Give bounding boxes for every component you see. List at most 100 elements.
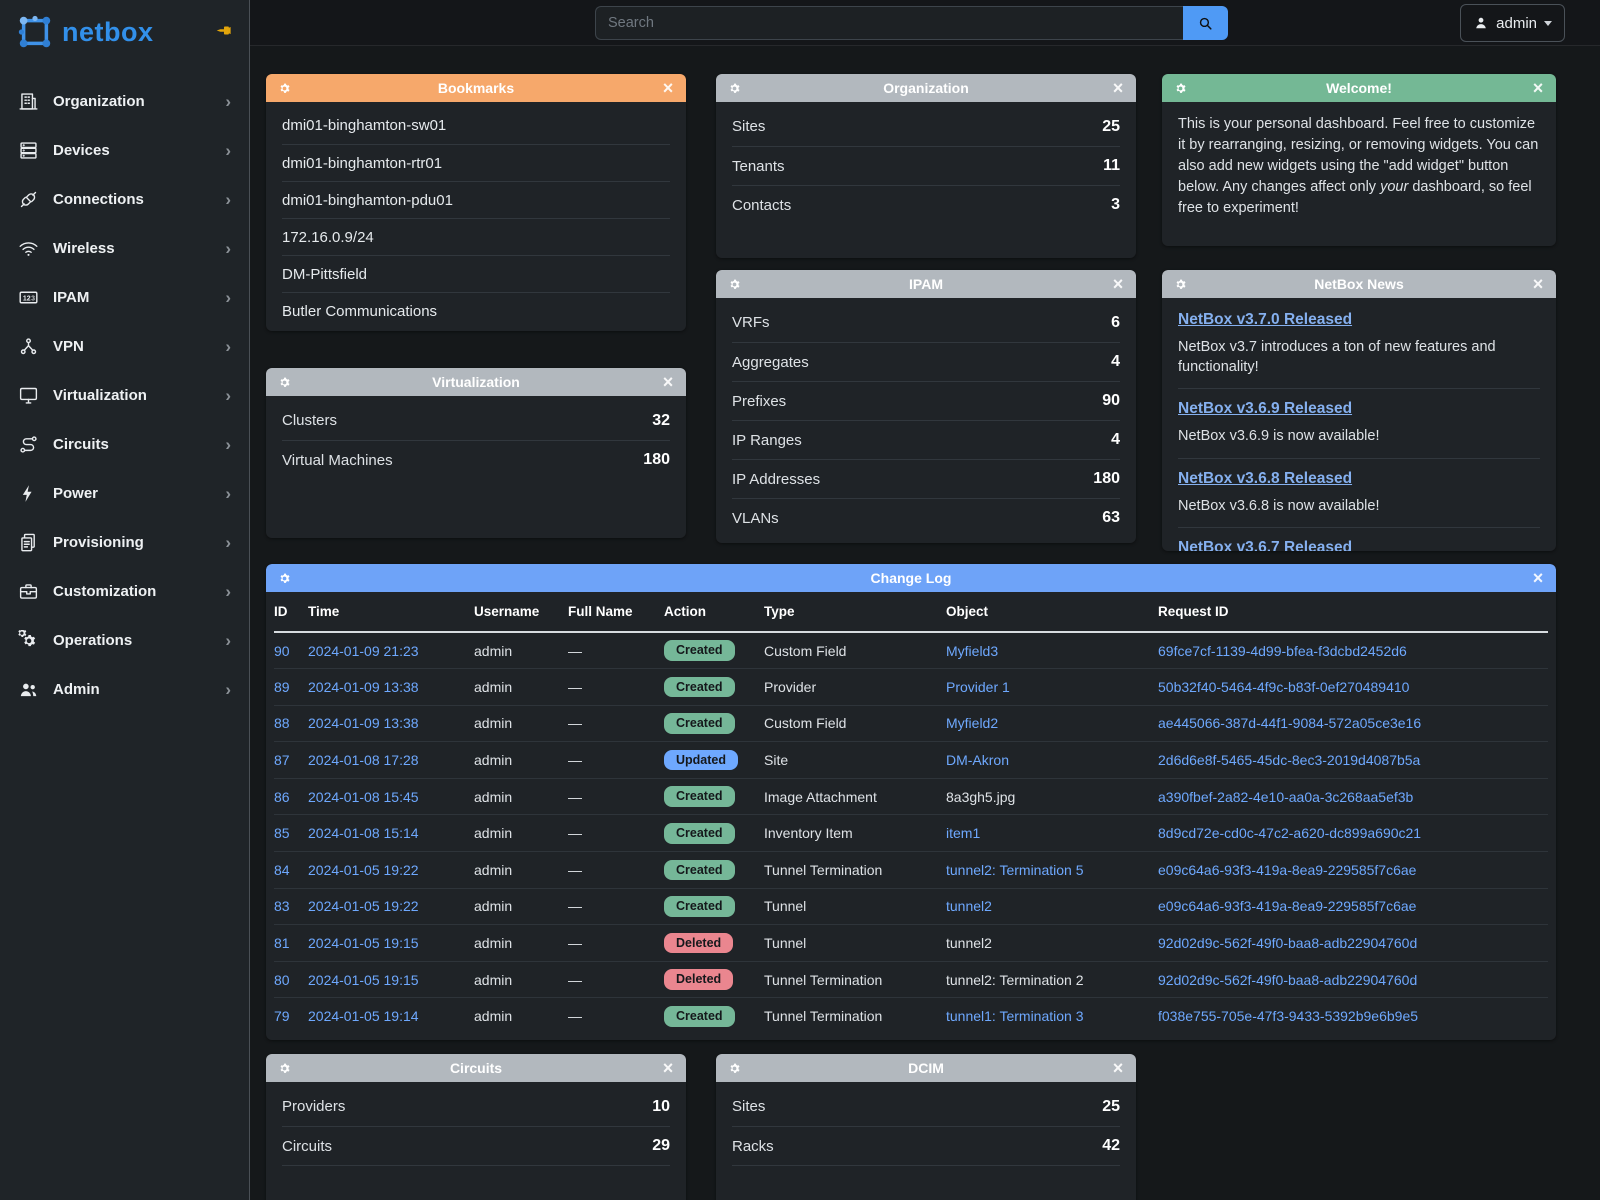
stat-value[interactable]: 32	[652, 411, 670, 429]
request-id-link[interactable]: 2d6d6e8f-5465-45dc-8ec3-2019d4087b5a	[1158, 752, 1421, 769]
sidebar-item-admin[interactable]: Admin ›	[0, 665, 249, 714]
change-time-link[interactable]: 2024-01-08 15:45	[308, 788, 419, 805]
widget-close-button[interactable]: ×	[659, 79, 677, 97]
request-id-link[interactable]: 92d02d9c-562f-49f0-baa8-adb22904760d	[1158, 935, 1418, 952]
bookmark-item[interactable]: Butler Communications	[282, 292, 670, 329]
news-headline-link[interactable]: NetBox v3.6.8 Released	[1178, 469, 1353, 487]
user-menu-button[interactable]: admin	[1460, 4, 1565, 42]
bookmark-item[interactable]: dmi01-binghamton-rtr01	[282, 144, 670, 181]
request-id-link[interactable]: 69fce7cf-1139-4d99-bfea-f3dcbd2452d6	[1158, 642, 1407, 659]
news-headline-link[interactable]: NetBox v3.7.0 Released	[1178, 311, 1353, 328]
sidebar-item-operations[interactable]: Operations ›	[0, 616, 249, 665]
widget-config-button[interactable]	[275, 79, 293, 97]
widget-close-button[interactable]: ×	[1109, 79, 1127, 97]
sidebar-item-devices[interactable]: Devices ›	[0, 126, 249, 175]
news-headline-link[interactable]: NetBox v3.6.7 Released	[1178, 539, 1353, 551]
change-object[interactable]: DM-Akron	[946, 752, 1010, 769]
change-time-link[interactable]: 2024-01-08 15:14	[308, 825, 419, 842]
change-time-link[interactable]: 2024-01-05 19:22	[308, 861, 419, 878]
netbox-logo-icon[interactable]	[14, 11, 56, 53]
change-time-link[interactable]: 2024-01-09 13:38	[308, 715, 419, 732]
change-time-link[interactable]: 2024-01-05 19:15	[308, 971, 419, 988]
change-object[interactable]: Myfield3	[946, 642, 999, 659]
request-id-link[interactable]: f038e755-705e-47f3-9433-5392b9e6b9e5	[1158, 1008, 1419, 1025]
stat-value[interactable]: 3	[1111, 196, 1120, 213]
change-id-link[interactable]: 84	[274, 861, 290, 878]
change-id-link[interactable]: 88	[274, 715, 290, 732]
stat-value[interactable]: 180	[643, 451, 670, 468]
stat-value[interactable]: 42	[1102, 1137, 1120, 1154]
request-id-link[interactable]: a390fbef-2a82-4e10-aa0a-3c268aa5ef3b	[1158, 788, 1414, 805]
sidebar-item-virtualization[interactable]: Virtualization ›	[0, 371, 249, 420]
bookmark-item[interactable]: dmi01-binghamton-pdu01	[282, 181, 670, 218]
search-button[interactable]	[1183, 6, 1228, 40]
change-id-link[interactable]: 89	[274, 678, 290, 695]
change-time-link[interactable]: 2024-01-05 19:15	[308, 935, 419, 952]
bookmark-item[interactable]: 172.16.0.9/24	[282, 218, 670, 255]
change-time-link[interactable]: 2024-01-09 21:23	[308, 642, 419, 659]
change-id-link[interactable]: 79	[274, 1008, 290, 1025]
widget-config-button[interactable]	[725, 275, 743, 293]
widget-config-button[interactable]	[725, 1059, 743, 1077]
change-object[interactable]: Provider 1	[946, 678, 1010, 695]
change-id-link[interactable]: 87	[274, 752, 290, 769]
widget-config-button[interactable]	[1171, 79, 1189, 97]
change-id-link[interactable]: 83	[274, 898, 290, 915]
change-id-link[interactable]: 81	[274, 935, 290, 952]
widget-config-button[interactable]	[275, 569, 293, 587]
widget-close-button[interactable]: ×	[1109, 1059, 1127, 1077]
change-time-link[interactable]: 2024-01-09 13:38	[308, 678, 419, 695]
sidebar-pin-button[interactable]	[212, 19, 235, 45]
bookmark-item[interactable]: DM-Pittsfield	[282, 255, 670, 292]
change-object[interactable]: tunnel2	[946, 898, 992, 915]
widget-config-button[interactable]	[275, 373, 293, 391]
request-id-link[interactable]: e09c64a6-93f3-419a-8ea9-229585f7c6ae	[1158, 898, 1417, 915]
widget-close-button[interactable]: ×	[659, 373, 677, 391]
change-object[interactable]: tunnel2: Termination 2	[946, 971, 1084, 988]
widget-config-button[interactable]	[275, 1059, 293, 1077]
change-time-link[interactable]: 2024-01-05 19:22	[308, 898, 419, 915]
stat-value[interactable]: 10	[652, 1097, 670, 1115]
change-object[interactable]: tunnel1: Termination 3	[946, 1008, 1084, 1025]
sidebar-item-circuits[interactable]: Circuits ›	[0, 420, 249, 469]
sidebar-item-provisioning[interactable]: Provisioning ›	[0, 518, 249, 567]
widget-config-button[interactable]	[725, 79, 743, 97]
widget-close-button[interactable]: ×	[1529, 569, 1547, 587]
change-id-link[interactable]: 86	[274, 788, 290, 805]
stat-value[interactable]: 63	[1102, 509, 1120, 526]
widget-close-button[interactable]: ×	[1529, 79, 1547, 97]
sidebar-item-power[interactable]: Power ›	[0, 469, 249, 518]
widget-close-button[interactable]: ×	[1109, 275, 1127, 293]
sidebar-item-ipam[interactable]: 12 3 IPAM ›	[0, 273, 249, 322]
request-id-link[interactable]: 8d9cd72e-cd0c-47c2-a620-dc899a690c21	[1158, 825, 1422, 842]
stat-value[interactable]: 180	[1093, 470, 1120, 487]
stat-value[interactable]: 90	[1102, 392, 1120, 409]
widget-close-button[interactable]: ×	[1529, 275, 1547, 293]
stat-value[interactable]: 25	[1102, 117, 1120, 135]
bookmark-item[interactable]: dmi01-binghamton-sw01	[282, 117, 447, 134]
stat-value[interactable]: 4	[1111, 431, 1120, 448]
change-time-link[interactable]: 2024-01-08 17:28	[308, 752, 419, 769]
search-input[interactable]	[595, 6, 1183, 40]
change-object[interactable]: item1	[946, 825, 981, 842]
change-object[interactable]: tunnel2: Termination 5	[946, 861, 1084, 878]
stat-value[interactable]: 4	[1111, 353, 1120, 370]
request-id-link[interactable]: 92d02d9c-562f-49f0-baa8-adb22904760d	[1158, 971, 1418, 988]
widget-config-button[interactable]	[1171, 275, 1189, 293]
sidebar-item-vpn[interactable]: VPN ›	[0, 322, 249, 371]
change-object[interactable]: Myfield2	[946, 715, 999, 732]
change-object[interactable]: 8a3gh5.jpg	[946, 788, 1016, 805]
brand-wordmark[interactable]: netbox	[62, 16, 154, 47]
change-object[interactable]: tunnel2	[946, 935, 992, 952]
sidebar-item-wireless[interactable]: Wireless ›	[0, 224, 249, 273]
stat-value[interactable]: 6	[1111, 313, 1120, 331]
request-id-link[interactable]: ae445066-387d-44f1-9084-572a05ce3e16	[1158, 715, 1422, 732]
sidebar-item-organization[interactable]: Organization ›	[0, 77, 249, 126]
sidebar-item-customization[interactable]: Customization ›	[0, 567, 249, 616]
change-id-link[interactable]: 85	[274, 825, 290, 842]
request-id-link[interactable]: e09c64a6-93f3-419a-8ea9-229585f7c6ae	[1158, 861, 1417, 878]
change-id-link[interactable]: 90	[274, 642, 290, 659]
request-id-link[interactable]: 50b32f40-5464-4f9c-b83f-0ef270489410	[1158, 678, 1410, 695]
stat-value[interactable]: 29	[652, 1137, 670, 1154]
change-time-link[interactable]: 2024-01-05 19:14	[308, 1008, 419, 1025]
